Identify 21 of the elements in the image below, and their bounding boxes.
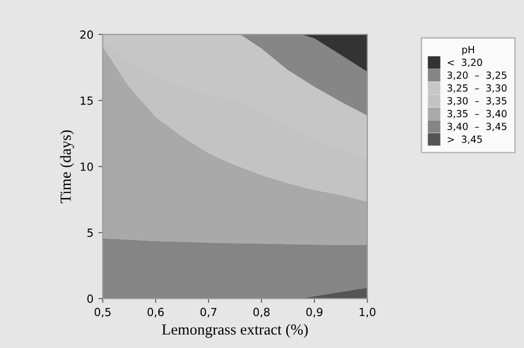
y-axis-title: Time (days) bbox=[60, 130, 74, 204]
x-tick-label: 0,8 bbox=[253, 308, 270, 318]
x-axis-title: Lemongrass extract (%) bbox=[162, 324, 308, 338]
x-tick-label: 0,7 bbox=[200, 308, 216, 318]
legend-label: 3,20 – 3,25 bbox=[447, 71, 506, 80]
y-tick-label: 0 bbox=[87, 294, 93, 303]
legend-label: 3,40 – 3,45 bbox=[447, 122, 506, 132]
y-tick-label: 10 bbox=[80, 162, 93, 171]
x-tick-label: 1,0 bbox=[360, 308, 376, 318]
x-tick-label: 0,5 bbox=[94, 308, 111, 318]
legend-label: 3,35 – 3,40 bbox=[447, 110, 507, 118]
y-tick-label: 5 bbox=[87, 228, 93, 237]
y-tick-label: 15 bbox=[80, 96, 93, 105]
legend-label: > 3,45 bbox=[448, 136, 482, 144]
y-tick-label: 20 bbox=[80, 30, 93, 39]
x-tick-label: 0,9 bbox=[306, 308, 322, 318]
x-tick-label: 0,6 bbox=[148, 308, 164, 318]
legend-title: pH bbox=[462, 46, 474, 56]
legend-label: 3,25 – 3,30 bbox=[447, 84, 507, 93]
legend-label: < 3,20 bbox=[448, 58, 482, 68]
legend-label: 3,30 – 3,35 bbox=[447, 97, 506, 106]
